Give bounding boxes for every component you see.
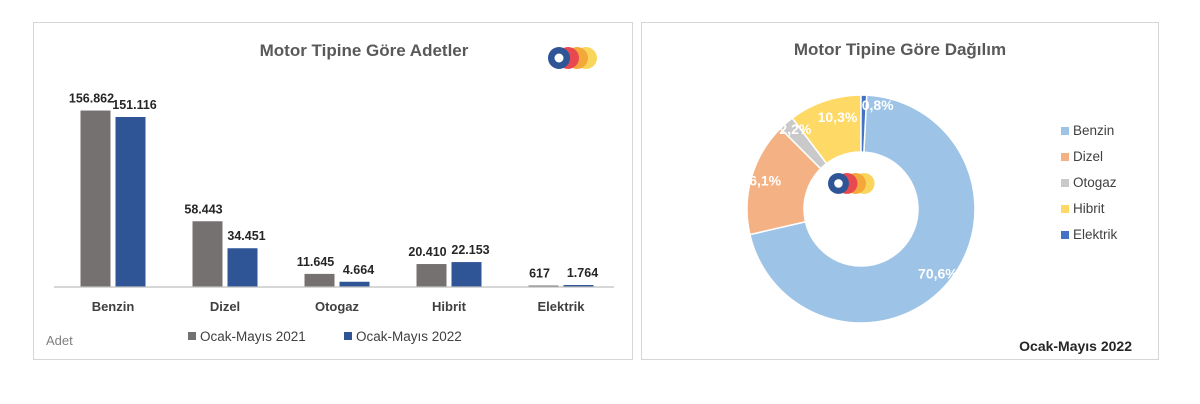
period-label: Ocak-Mayıs 2022: [1019, 338, 1132, 354]
bar-benzin-2021: [80, 110, 111, 288]
legend-swatch: [1061, 231, 1069, 239]
legend-swatch: [1061, 179, 1069, 187]
bar-chart-title: Motor Tipine Göre Adetler: [260, 41, 469, 60]
legend-swatch: [344, 332, 352, 340]
data-label: 20.410: [408, 245, 446, 259]
odd-logo: [548, 47, 597, 69]
legend-label: Elektrik: [1073, 227, 1118, 242]
legend-swatch: [188, 332, 196, 340]
legend-swatch: [1061, 127, 1069, 135]
legend-label: Benzin: [1073, 123, 1114, 138]
donut-chart-title: Motor Tipine Göre Dağılım: [794, 40, 1006, 59]
slice-label: 0,8%: [862, 97, 894, 113]
bar-legend: Ocak-Mayıs 2021 Ocak-Mayıs 2022: [188, 329, 462, 344]
legend-label: Otogaz: [1073, 175, 1117, 190]
bar-otogaz-2022: [339, 281, 370, 287]
slice-label: 70,6%: [918, 265, 958, 281]
legend-label: Dizel: [1073, 149, 1103, 164]
data-label: 58.443: [184, 202, 222, 216]
donut-chart-panel: Motor Tipine Göre Dağılım 70,6% 16,1% 2,2%…: [641, 22, 1159, 360]
data-label: 11.645: [297, 255, 335, 269]
bar-elektrik-2022: [563, 285, 594, 287]
bar-chart-panel: Motor Tipine Göre Adetler 156.862 151.116…: [33, 22, 633, 360]
bar-dizel-2022: [227, 248, 258, 287]
bar-elektrik-2021: [528, 285, 559, 287]
legend-swatch: [1061, 205, 1069, 213]
data-label: 617: [529, 267, 550, 281]
logo-hole: [554, 53, 564, 63]
x-tick-label: Otogaz: [315, 299, 360, 314]
data-label: 1.764: [567, 266, 598, 280]
legend-swatch: [1061, 153, 1069, 161]
data-label: 4.664: [343, 263, 374, 277]
slice-benzin: [749, 94, 976, 324]
y-axis-unit-label: Adet: [46, 333, 73, 348]
data-label: 151.116: [112, 98, 157, 112]
legend-label: Ocak-Mayıs 2021: [200, 329, 306, 344]
x-tick-label: Dizel: [210, 299, 240, 314]
bar-otogaz-2021: [304, 273, 335, 287]
bar-benzin-2022: [115, 116, 146, 287]
bar-hibrit-2022: [451, 262, 482, 287]
data-label: 156.862: [69, 92, 114, 106]
legend-label: Ocak-Mayıs 2022: [356, 329, 462, 344]
slice-elektrik: [860, 94, 868, 153]
data-label: 34.451: [227, 229, 265, 243]
x-tick-label: Hibrit: [432, 299, 467, 314]
x-tick-label: Benzin: [92, 299, 135, 314]
logo-hole: [834, 179, 843, 188]
donut-chart: Motor Tipine Göre Dağılım 70,6% 16,1% 2,2%…: [741, 40, 1132, 354]
slice-label: 16,1%: [741, 172, 781, 188]
legend-label: Hibrit: [1073, 201, 1105, 216]
bar-chart: Motor Tipine Göre Adetler 156.862151.116…: [46, 41, 614, 348]
slice-label: 10,3%: [818, 109, 858, 125]
odd-logo-center: [828, 173, 875, 194]
data-label: 22.153: [451, 243, 489, 257]
x-tick-label: Elektrik: [538, 299, 586, 314]
donut-legend: Benzin Dizel Otogaz Hibrit Elektrik: [1061, 123, 1118, 242]
bar-hibrit-2021: [416, 264, 447, 287]
bar-dizel-2021: [192, 221, 223, 287]
slice-label: 2,2%: [779, 121, 811, 137]
